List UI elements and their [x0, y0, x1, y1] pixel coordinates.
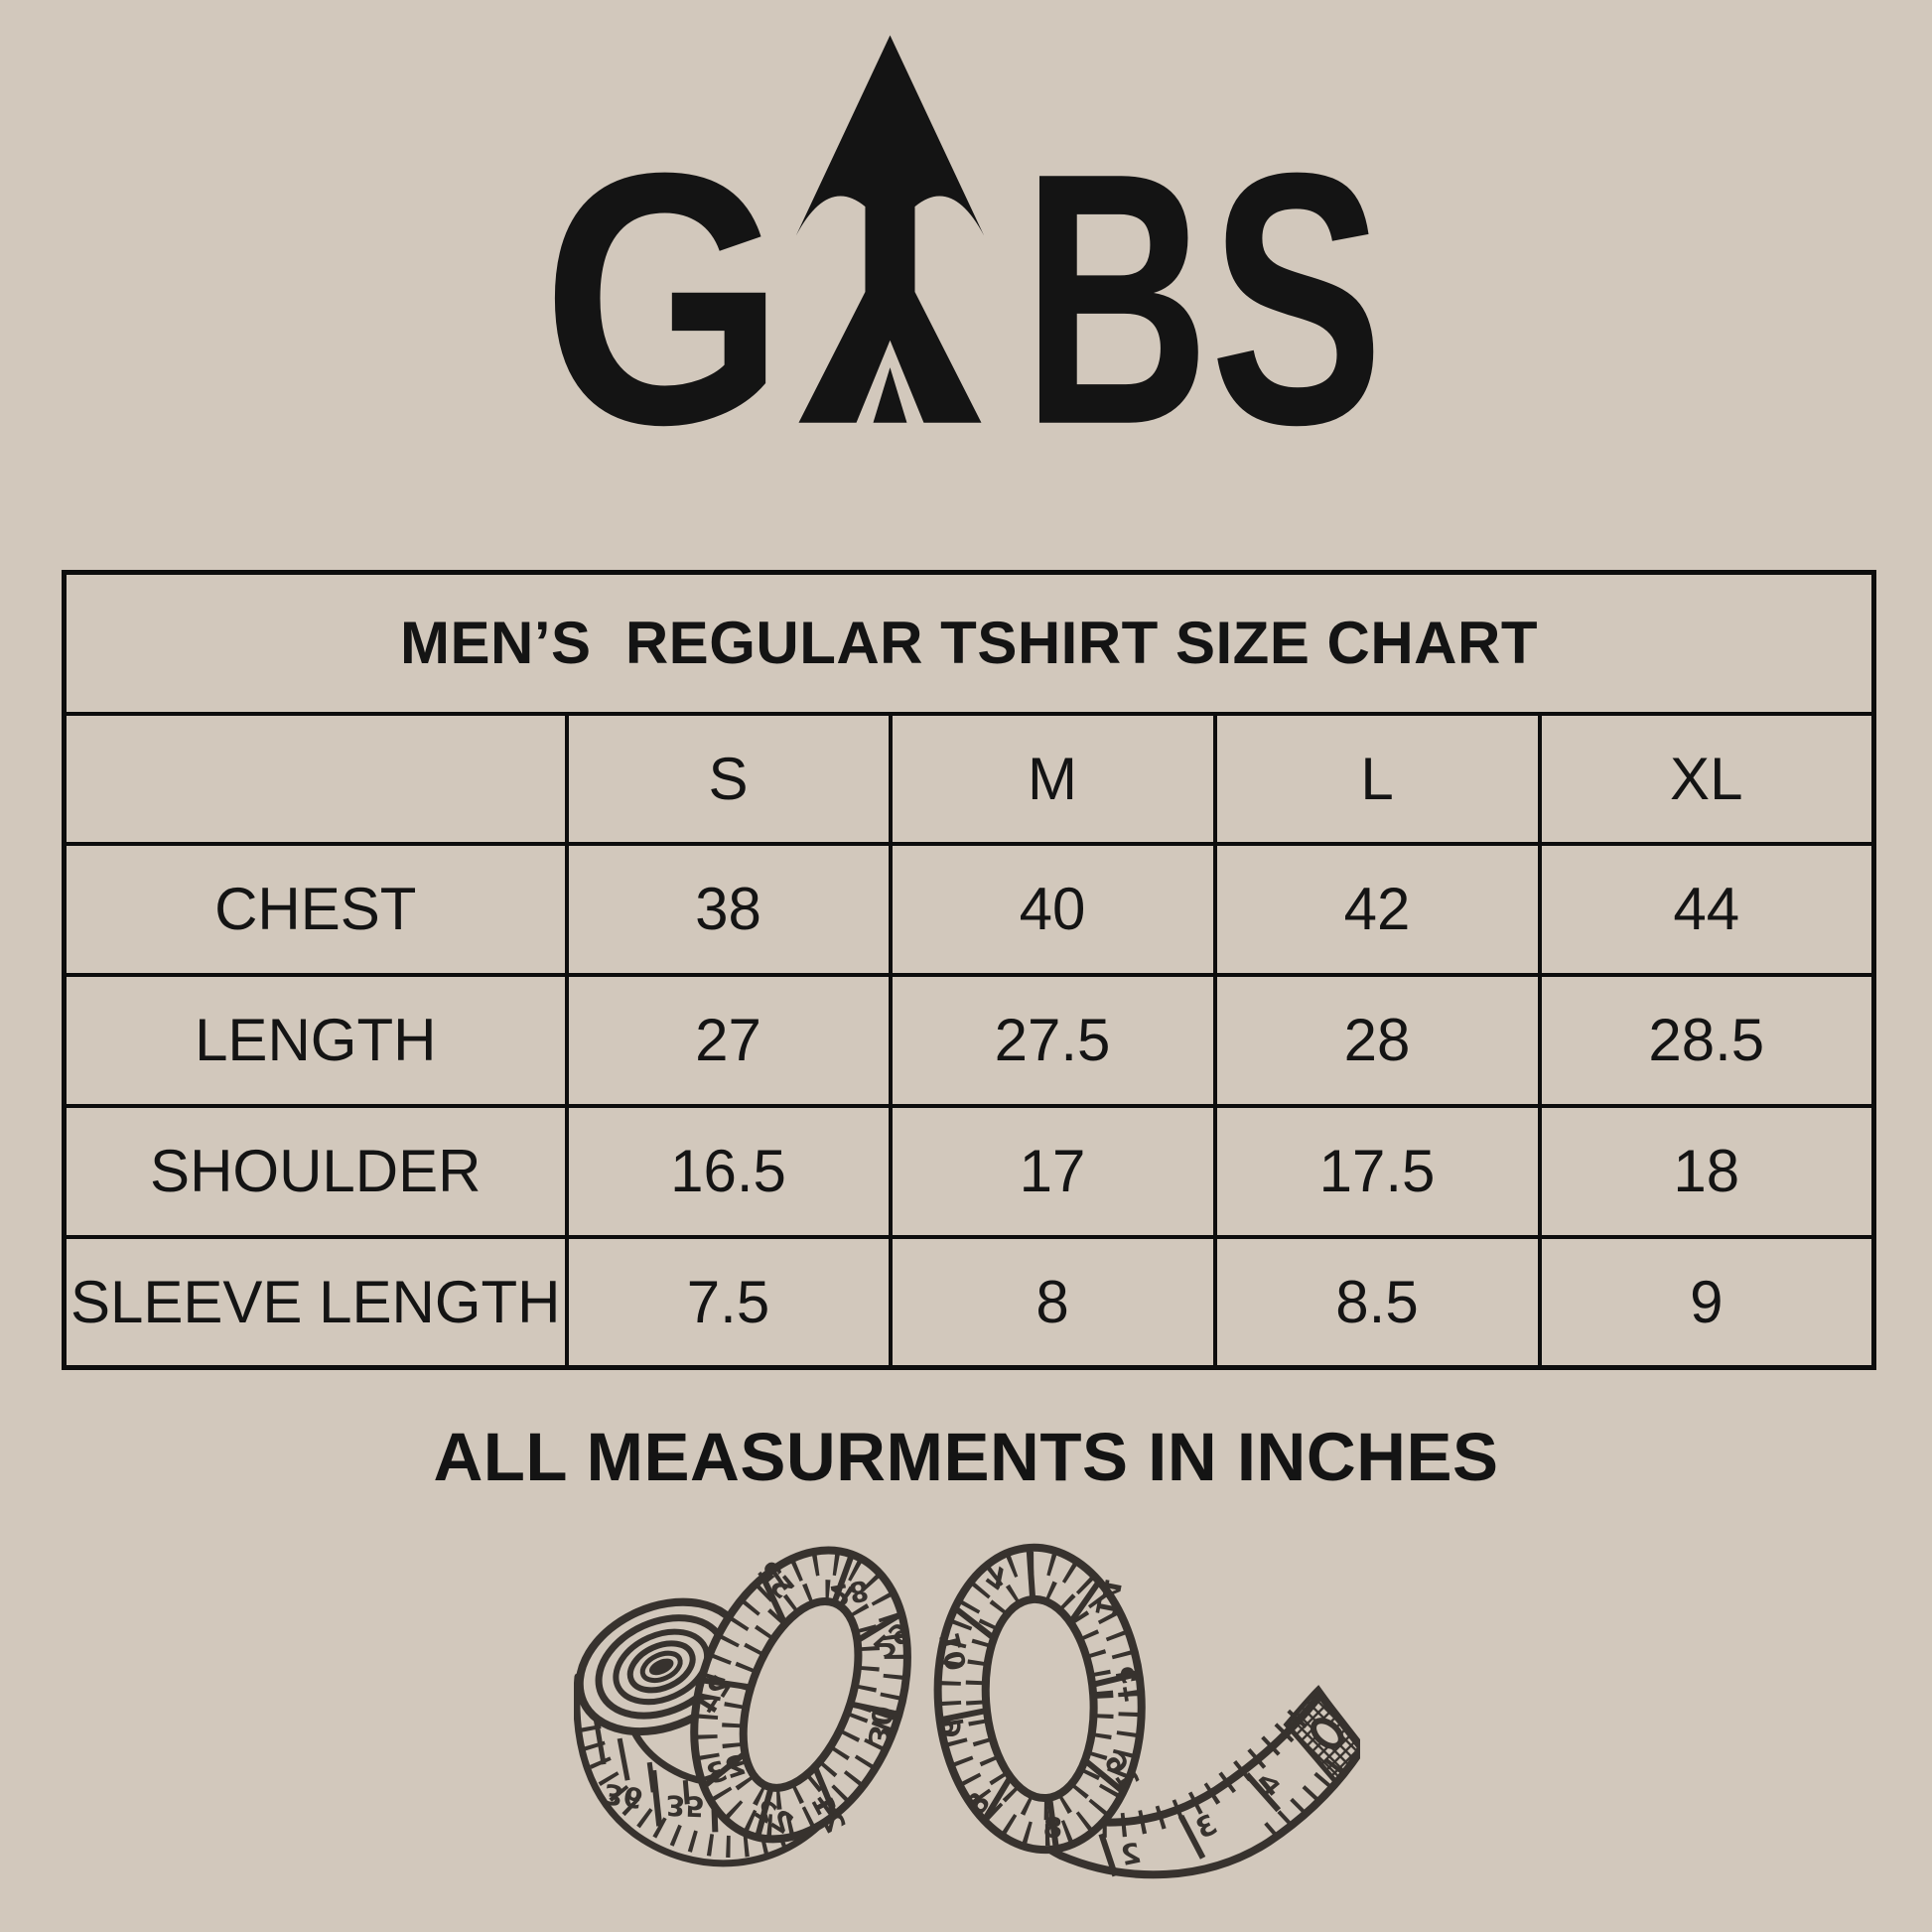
- header-cell-m: M: [888, 711, 1217, 846]
- measurements-note: ALL MEASURMENTS IN INCHES: [433, 1419, 1499, 1495]
- tape-grommet: [1311, 1718, 1344, 1749]
- header-cell-s: S: [564, 711, 893, 846]
- tape-number: 36: [602, 1777, 644, 1815]
- table-row-sleeve-length: SLEEVE LENGTH 7.5 8 8.5 9: [62, 1234, 1876, 1370]
- tape-tail: 2 3 4: [1016, 1685, 1360, 1879]
- cell-value: 27: [564, 972, 893, 1108]
- table-title: MEN’S REGULAR TSHIRT SIZE CHART: [62, 570, 1876, 716]
- logo-letters-bs: BS: [1022, 98, 1383, 447]
- measuring-tape-icon: 2 3 4 36 35 34: [574, 1543, 1360, 1879]
- brand-logo: G BS: [0, 18, 1932, 447]
- tape-number: 14: [1088, 1577, 1128, 1621]
- tape-number: 9: [933, 1718, 968, 1740]
- cell-value: 28.5: [1537, 972, 1876, 1108]
- cell-value: 27.5: [888, 972, 1217, 1108]
- tape-number: 8: [1042, 1811, 1063, 1845]
- row-label: LENGTH: [62, 972, 569, 1108]
- table-header-row: S M L XL: [62, 711, 1876, 846]
- table-row-shoulder: SHOULDER 16.5 17 17.5 18: [62, 1103, 1876, 1239]
- table-row-chest: CHEST 38 40 42 44: [62, 841, 1876, 977]
- tape-loop-right: 14 15 16 7 10 9 8 8: [932, 1543, 1152, 1855]
- tape-loop-left: 28 29 30 25 24 23 22 21: [690, 1546, 917, 1844]
- tape-measure-illustration: 2 3 4 36 35 34: [574, 1537, 1360, 1886]
- header-cell-blank: [62, 711, 569, 846]
- cell-value: 9: [1537, 1234, 1876, 1370]
- cell-value: 42: [1212, 841, 1542, 977]
- cell-value: 16.5: [564, 1103, 893, 1239]
- header-cell-xl: XL: [1537, 711, 1876, 846]
- tape-number: 15: [1113, 1662, 1152, 1706]
- table-row-length: LENGTH 27 27.5 28 28.5: [62, 972, 1876, 1108]
- cell-value: 28: [1212, 972, 1542, 1108]
- row-label: SLEEVE LENGTH: [62, 1234, 569, 1370]
- row-label: SHOULDER: [62, 1103, 569, 1239]
- table-title-row: MEN’S REGULAR TSHIRT SIZE CHART: [62, 570, 1876, 716]
- header-cell-l: L: [1212, 711, 1542, 846]
- gabs-logo: G BS: [542, 35, 1383, 447]
- size-chart-table: MEN’S REGULAR TSHIRT SIZE CHART S M L XL…: [62, 570, 1876, 1370]
- cell-value: 40: [888, 841, 1217, 977]
- cell-value: 17: [888, 1103, 1217, 1239]
- cell-value: 18: [1537, 1103, 1876, 1239]
- up-arrow-icon: [795, 35, 985, 423]
- tape-number: 30: [861, 1704, 898, 1746]
- cell-value: 8.5: [1212, 1234, 1542, 1370]
- tape-number: 28: [827, 1574, 871, 1612]
- cell-value: 7.5: [564, 1234, 893, 1370]
- cell-value: 17.5: [1212, 1103, 1542, 1239]
- cell-value: 38: [564, 841, 893, 977]
- tape-number: 35: [665, 1789, 705, 1823]
- cell-value: 44: [1537, 841, 1876, 977]
- logo-letter-g: G: [542, 98, 785, 447]
- cell-value: 8: [888, 1234, 1217, 1370]
- row-label: CHEST: [62, 841, 569, 977]
